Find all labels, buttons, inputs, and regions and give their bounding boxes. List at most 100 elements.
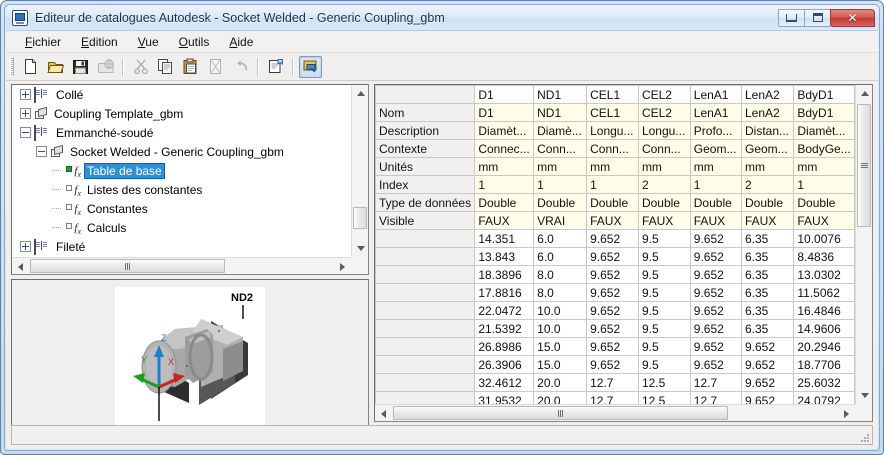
grid-meta-cell[interactable]: Double <box>637 193 691 212</box>
grid-data-cell[interactable]: 6.35 <box>740 247 795 266</box>
grid-data-cell[interactable]: 9.652 <box>586 229 639 248</box>
grid-data-cell[interactable]: 12.7 <box>689 373 742 392</box>
grid-data-cell[interactable]: 20.0 <box>533 373 588 392</box>
properties-button[interactable] <box>264 56 287 78</box>
grid-data-cell[interactable]: 15.0 <box>533 355 588 374</box>
tree-item-filet[interactable]: Fileté <box>12 237 351 256</box>
menu-vue[interactable]: Vue <box>137 34 159 49</box>
grid-row-selector[interactable] <box>375 301 476 320</box>
grid-meta-cell[interactable]: 1 <box>793 175 855 194</box>
grid-meta-cell[interactable]: Conn... <box>586 139 639 158</box>
grid-data-cell[interactable]: 9.652 <box>586 283 639 302</box>
preview-toggle-button[interactable] <box>299 55 322 78</box>
grid-data-cell[interactable]: 11.5062 <box>793 283 855 302</box>
grid-data-cell[interactable]: 22.0472 <box>474 301 535 320</box>
tree-hscroll-thumb[interactable] <box>30 259 225 273</box>
grid-data-cell[interactable]: 9.652 <box>740 355 795 374</box>
grid-data-cell[interactable]: 9.5 <box>637 265 691 284</box>
tree-item-coupling-template-gbm[interactable]: Coupling Template_gbm <box>12 104 351 123</box>
menu-fichier[interactable]: Fichier <box>25 34 62 49</box>
grid-row-selector[interactable] <box>375 337 476 356</box>
grid-data-cell[interactable]: 32.4612 <box>474 373 535 392</box>
grid-data-cell[interactable]: 17.8816 <box>474 283 535 302</box>
grid-data-cell[interactable]: 9.5 <box>637 355 691 374</box>
grid-meta-cell[interactable]: 1 <box>586 175 639 194</box>
grid-meta-cell[interactable]: Conn... <box>637 139 691 158</box>
grid-meta-cell[interactable]: Double <box>474 193 535 212</box>
grid-row-selector[interactable] <box>375 265 476 284</box>
grid-data-cell[interactable]: 9.652 <box>586 265 639 284</box>
grid-row-header[interactable]: Unités <box>375 157 476 176</box>
grid-meta-cell[interactable]: mm <box>586 157 639 176</box>
grid-meta-cell[interactable]: 1 <box>533 175 588 194</box>
grid-meta-cell[interactable]: Longu... <box>637 121 691 140</box>
open-button[interactable] <box>44 56 67 78</box>
grid-meta-cell[interactable]: LenA1 <box>689 103 742 122</box>
grid-data-cell[interactable]: 9.652 <box>689 301 742 320</box>
grid-meta-cell[interactable]: LenA2 <box>740 103 795 122</box>
undo-button[interactable] <box>229 56 252 78</box>
grid-meta-cell[interactable]: mm <box>689 157 742 176</box>
grid-meta-cell[interactable]: Double <box>586 193 639 212</box>
tree-item-calculs[interactable]: fx Calculs <box>12 218 351 237</box>
tree-scroll-thumb[interactable] <box>353 207 367 229</box>
grid-meta-cell[interactable]: CEL1 <box>586 103 639 122</box>
grid-meta-cell[interactable]: CEL2 <box>637 103 691 122</box>
tree-item-listes-des-constantes[interactable]: fx Listes des constantes <box>12 180 351 199</box>
tree-item-emmanch-soud[interactable]: Emmanché-soudé <box>12 123 351 142</box>
grid-data-cell[interactable]: 12.7 <box>586 373 639 392</box>
grid-data-cell[interactable]: 9.652 <box>689 265 742 284</box>
tree-scroll-up-button[interactable] <box>352 85 368 102</box>
menu-outils[interactable]: Outils <box>178 34 210 49</box>
grid-row-selector[interactable] <box>375 319 476 338</box>
grid-meta-cell[interactable]: Profo... <box>689 121 742 140</box>
grid-column-header[interactable]: D1 <box>474 85 535 104</box>
grid-row-header[interactable]: Nom <box>375 103 476 122</box>
grid-column-header[interactable]: CEL1 <box>586 85 639 104</box>
grid-data-cell[interactable]: 6.35 <box>740 319 795 338</box>
grid-meta-cell[interactable]: FAUX <box>586 211 639 230</box>
grid-data-cell[interactable]: 9.652 <box>689 229 742 248</box>
grid-data-cell[interactable]: 18.3896 <box>474 265 535 284</box>
grid-horizontal-scrollbar[interactable] <box>375 404 855 421</box>
grid-data-cell[interactable]: 15.0 <box>533 337 588 356</box>
grid-row-selector[interactable] <box>375 355 476 374</box>
grid-data-cell[interactable]: 26.8986 <box>474 337 535 356</box>
grid-scroll-down-button[interactable] <box>856 387 872 404</box>
grid-row-selector[interactable] <box>375 391 476 404</box>
grid-hscroll-thumb[interactable] <box>393 406 728 420</box>
cut-button[interactable] <box>129 56 152 78</box>
grid-row-selector[interactable] <box>375 229 476 248</box>
menu-edition[interactable]: Edition <box>81 34 118 49</box>
grid-data-cell[interactable]: 20.2946 <box>793 337 855 356</box>
grid-data-cell[interactable]: 13.843 <box>474 247 535 266</box>
title-bar[interactable]: Editeur de catalogues Autodesk - Socket … <box>5 5 879 30</box>
grid-column-header[interactable]: LenA2 <box>740 85 795 104</box>
grid-meta-cell[interactable]: mm <box>740 157 795 176</box>
grid-row-selector[interactable] <box>375 373 476 392</box>
grid-column-header[interactable]: BdyD1 <box>793 85 855 104</box>
grid-meta-cell[interactable]: mm <box>533 157 588 176</box>
paste-button[interactable] <box>179 56 202 78</box>
grid-scroll-up-button[interactable] <box>856 85 872 102</box>
model-preview-pane[interactable]: X Y Z ND1 ND2 <box>11 279 369 445</box>
grid-scroll-left-button[interactable] <box>375 405 392 421</box>
grid-data-cell[interactable]: 9.652 <box>586 301 639 320</box>
grid-meta-cell[interactable]: Diamè... <box>533 121 588 140</box>
grid-row-header[interactable]: Visible <box>375 211 476 230</box>
grid-data-cell[interactable]: 9.652 <box>586 319 639 338</box>
grid-column-header[interactable]: LenA1 <box>689 85 742 104</box>
grid-data-cell[interactable]: 9.652 <box>689 283 742 302</box>
tree-item-constantes[interactable]: fx Constantes <box>12 199 351 218</box>
grid-meta-cell[interactable]: Double <box>740 193 795 212</box>
grid-meta-cell[interactable]: 1 <box>689 175 742 194</box>
copy-button[interactable] <box>154 56 177 78</box>
grid-data-cell[interactable]: 9.5 <box>637 247 691 266</box>
grid-meta-cell[interactable]: FAUX <box>474 211 535 230</box>
grid-data-cell[interactable]: 13.0302 <box>793 265 855 284</box>
grid-meta-cell[interactable]: 2 <box>740 175 795 194</box>
grid-meta-cell[interactable]: Conn... <box>533 139 588 158</box>
grid-meta-cell[interactable]: Double <box>793 193 855 212</box>
toolbar-grip[interactable] <box>10 57 14 76</box>
grid-data-cell[interactable]: 9.5 <box>637 337 691 356</box>
